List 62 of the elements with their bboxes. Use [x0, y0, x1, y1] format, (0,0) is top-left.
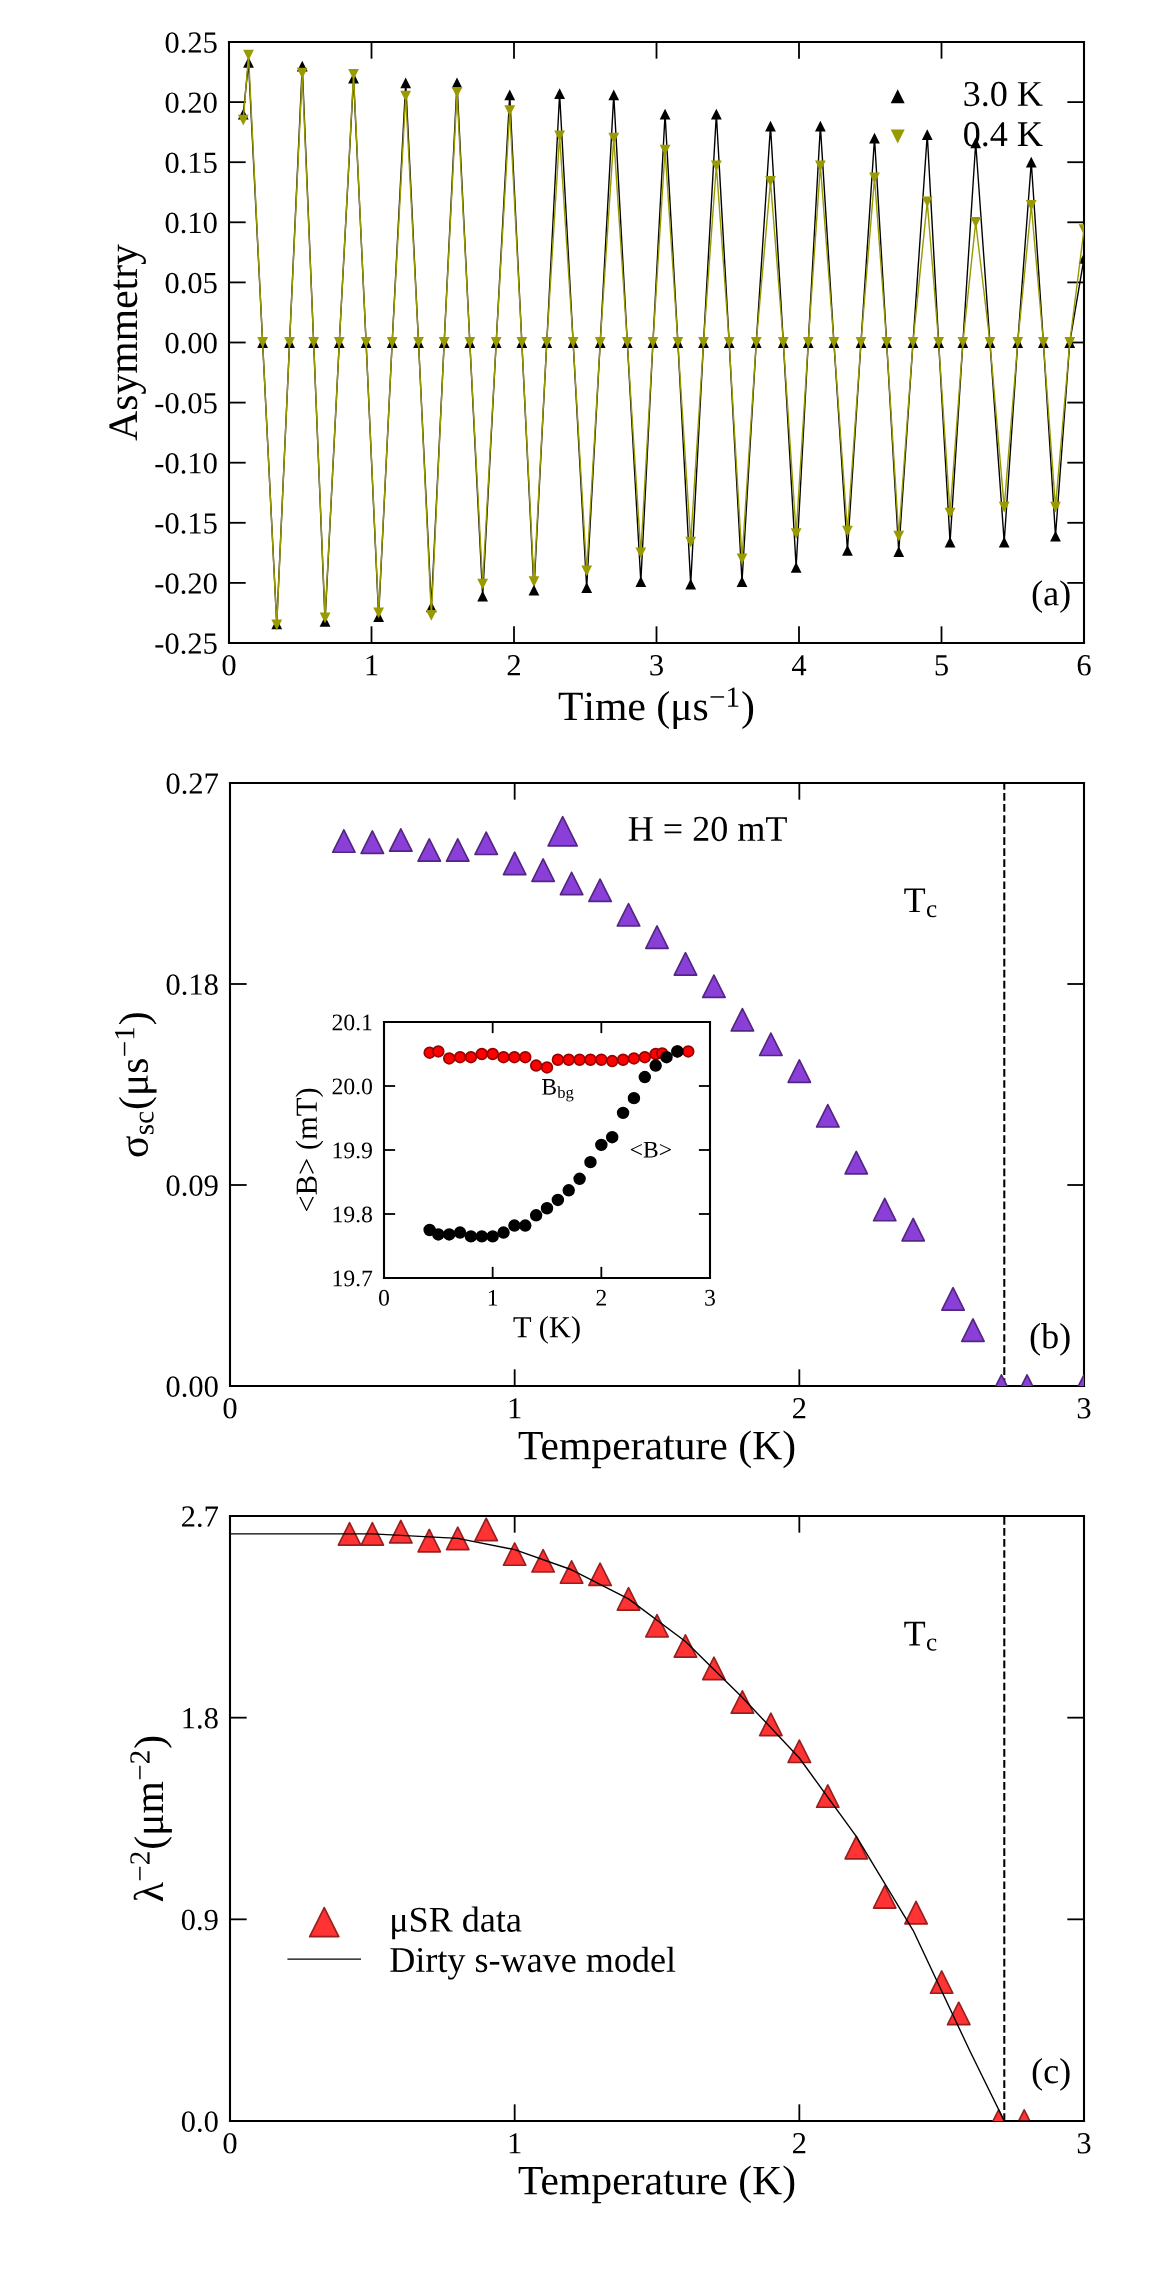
x-tick-label: 2 — [793, 2133, 806, 2154]
x-tick-label: 3 — [650, 655, 663, 676]
legend-label: H = 20 mT — [628, 816, 787, 842]
y-tick-label: 0.20 — [165, 92, 217, 114]
ref-line-label: T$_{c}$ — [904, 1621, 937, 1651]
y-tick-label: -0.05 — [155, 392, 217, 414]
ref-line-label: T$_{c}$ — [904, 888, 937, 918]
y-tick-label: 0.09 — [166, 1175, 218, 1197]
y-tick-label: -0.15 — [155, 513, 217, 534]
x-tick-label: 1 — [509, 1398, 521, 1419]
legend-label: 3.0 K — [964, 81, 1043, 107]
y-tick-label: 20.0 — [332, 1078, 372, 1095]
y-tick-label: -0.20 — [155, 573, 217, 594]
x-tick-label: 1 — [488, 1289, 498, 1306]
x-axis-title: T (K) — [513, 1316, 580, 1344]
x-tick-label: 6 — [1077, 655, 1091, 676]
y-axis-title: σ$_{sc}$(μs$^{−1}$) — [115, 1013, 157, 1157]
x-axis-title: Time (μs$^{−1}$) — [558, 687, 754, 729]
y-tick-label: -0.25 — [155, 633, 217, 655]
y-tick-label: 0.27 — [166, 773, 219, 795]
x-axis-title: Temperature (K) — [518, 2165, 795, 2204]
x-axis-title: Temperature (K) — [518, 1430, 795, 1469]
y-tick-label: 20.1 — [332, 1014, 372, 1031]
y-axis-title: Asymmetry — [109, 244, 146, 441]
y-tick-label: 0.15 — [165, 152, 217, 174]
x-tick-label: 1 — [366, 655, 378, 676]
y-tick-label: 0.18 — [166, 974, 218, 996]
y-axis-title: <B> (mT) — [295, 1088, 324, 1212]
annotation: (b) — [1030, 1323, 1070, 1356]
legend-label: Dirty s-wave model — [390, 1946, 676, 1980]
x-tick-label: 0 — [223, 2132, 237, 2154]
y-tick-label: 19.9 — [333, 1142, 372, 1159]
x-tick-label: 4 — [791, 655, 807, 676]
annotation: (a) — [1032, 580, 1070, 613]
series-label: B$_{bg}$ — [542, 1079, 574, 1102]
y-tick-label: 1.8 — [183, 1707, 218, 1729]
x-tick-label: 0 — [379, 1289, 389, 1306]
y-axis-title: λ$^{−2}$(μm$^{−2}$) — [130, 1736, 172, 1902]
x-tick-label: 1 — [509, 2133, 521, 2154]
y-tick-label: 0.25 — [165, 32, 217, 54]
x-tick-label: 0 — [223, 1397, 237, 1419]
y-tick-label: 0.10 — [165, 212, 217, 234]
annotation: (c) — [1032, 2058, 1070, 2091]
y-tick-label: 19.8 — [333, 1206, 372, 1223]
x-tick-label: 0 — [222, 654, 236, 676]
legend-label: <B> — [630, 1141, 671, 1158]
y-tick-label: 0.00 — [166, 1376, 218, 1398]
y-tick-label: 0.0 — [181, 2111, 218, 2133]
x-tick-label: 2 — [507, 655, 520, 676]
x-tick-label: 3 — [1077, 1398, 1091, 1419]
legend-label: μSR data — [392, 1906, 522, 1940]
y-tick-label: 0.9 — [181, 1909, 218, 1931]
x-tick-label: 2 — [793, 1398, 806, 1419]
x-tick-label: 3 — [1077, 2133, 1091, 2154]
x-tick-label: 2 — [596, 1289, 606, 1306]
x-tick-label: 3 — [705, 1289, 715, 1306]
y-tick-label: 19.7 — [333, 1270, 373, 1287]
y-tick-label: 0.00 — [165, 332, 217, 354]
y-tick-label: 0.05 — [165, 272, 217, 294]
y-tick-label: -0.10 — [155, 452, 217, 474]
y-tick-label: 2.7 — [182, 1506, 219, 1528]
x-tick-label: 5 — [935, 655, 948, 676]
